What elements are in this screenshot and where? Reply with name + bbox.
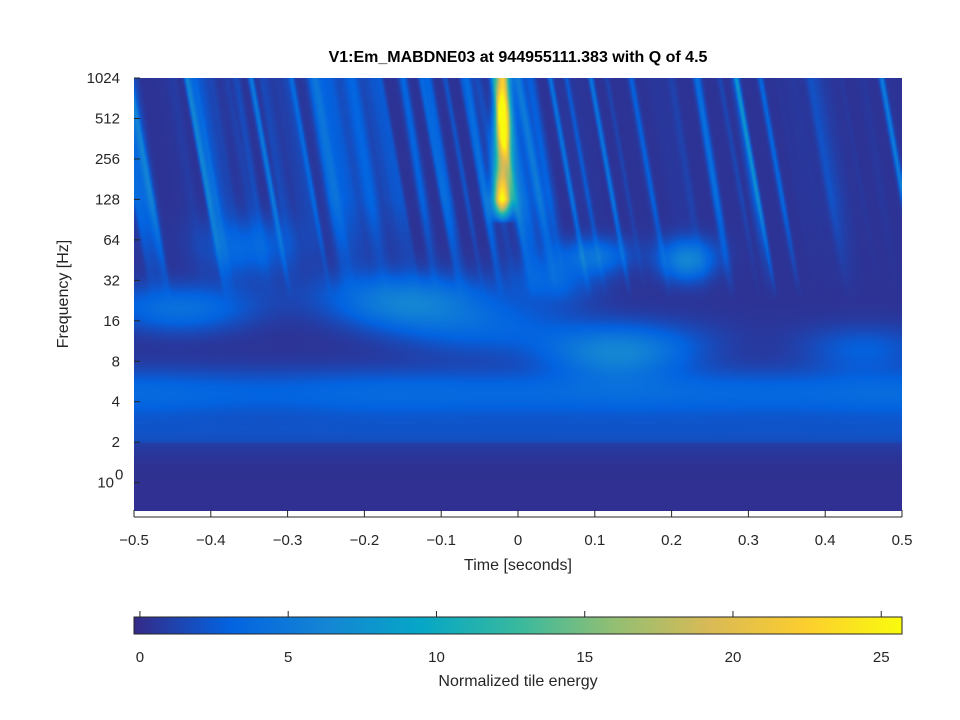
colorbar-label: Normalized tile energy bbox=[438, 673, 597, 690]
colorbar-tick-label: 15 bbox=[576, 649, 593, 666]
y-tick-label: 8 bbox=[112, 353, 120, 370]
x-tick-label: 0.1 bbox=[584, 532, 605, 549]
heatmap-image bbox=[134, 78, 902, 511]
x-axis-ticks: −0.5 −0.4 −0.3 −0.2 −0.1 0 0.1 0.2 0.3 0.4 0.5 bbox=[119, 510, 912, 549]
colorbar-bar bbox=[133, 616, 903, 635]
colorbar: 0 5 10 15 20 25 bbox=[133, 611, 903, 666]
colorbar-ticks: 0 5 10 15 20 25 bbox=[136, 611, 890, 666]
x-tick-label: −0.3 bbox=[273, 532, 303, 549]
colorbar-tick-label: 25 bbox=[873, 649, 890, 666]
colorbar-tick-label: 10 bbox=[428, 649, 445, 666]
y-tick-label: 256 bbox=[95, 151, 120, 168]
x-tick-label: −0.2 bbox=[350, 532, 380, 549]
colorbar-tick-label: 5 bbox=[284, 649, 292, 666]
y-tick-label: 128 bbox=[95, 191, 120, 208]
y-tick-exponent: 0 bbox=[115, 467, 123, 484]
y-axis-label: Frequency [Hz] bbox=[55, 240, 72, 348]
y-tick-label: 1024 bbox=[87, 70, 120, 87]
y-tick-label: 512 bbox=[95, 110, 120, 127]
x-tick-label: −0.4 bbox=[196, 532, 226, 549]
x-tick-label: 0.4 bbox=[815, 532, 836, 549]
x-tick-label: 0.2 bbox=[661, 532, 682, 549]
x-tick-label: 0.3 bbox=[738, 532, 759, 549]
y-axis-ticks: 10 0 2 4 8 16 32 64 128 256 512 1024 bbox=[87, 70, 140, 492]
colorbar-tick-label: 20 bbox=[725, 649, 742, 666]
x-axis-label: Time [seconds] bbox=[464, 557, 572, 574]
y-tick-label: 10 bbox=[97, 475, 114, 492]
y-tick-label: 4 bbox=[112, 394, 120, 411]
chart-title: V1:Em_MABDNE03 at 944955111.383 with Q o… bbox=[329, 49, 708, 66]
y-tick-label: 16 bbox=[103, 313, 120, 330]
x-tick-label: −0.5 bbox=[119, 532, 149, 549]
y-tick-label: 64 bbox=[103, 232, 120, 249]
colorbar-tick-label: 0 bbox=[136, 649, 144, 666]
plot-area: −0.5 −0.4 −0.3 −0.2 −0.1 0 0.1 0.2 0.3 0.4 0.5 10 0… bbox=[87, 70, 913, 549]
x-tick-label: 0.5 bbox=[892, 532, 913, 549]
x-tick-label: −0.1 bbox=[426, 532, 456, 549]
y-tick-label: 32 bbox=[103, 272, 120, 289]
y-tick-label: 2 bbox=[112, 434, 120, 451]
x-tick-label: 0 bbox=[514, 532, 522, 549]
